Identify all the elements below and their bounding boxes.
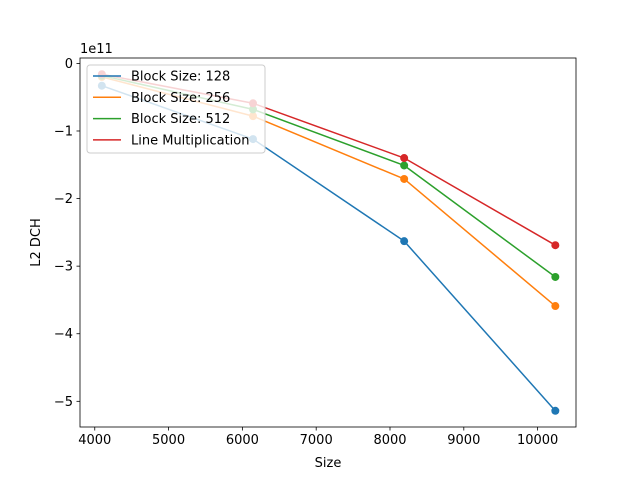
data-point (400, 237, 409, 246)
plot-frame (79, 57, 577, 428)
legend-label: Block Size: 256 (131, 91, 230, 106)
data-point (551, 272, 560, 281)
y-axis-label: L2 DCH (29, 218, 44, 267)
data-point (400, 154, 409, 163)
x-axis-label: Size (315, 456, 342, 471)
data-point (551, 302, 560, 311)
y-tick-label: −1 (54, 124, 73, 139)
x-tick-label: 7000 (300, 433, 333, 448)
y-tick-label: 0 (65, 57, 73, 72)
data-point (551, 406, 560, 415)
y-tick-label: −2 (54, 192, 73, 207)
legend-box (86, 64, 266, 154)
y-axis: 0 −1 −2 −3 −4 −5 (54, 57, 80, 410)
legend-label: Block Size: 512 (131, 112, 230, 127)
x-tick-label: 8000 (373, 433, 406, 448)
data-point (400, 161, 409, 170)
y-tick-label: −4 (54, 327, 73, 342)
y-tick-label: −5 (54, 395, 73, 410)
y-scale-offset-label: 1e11 (80, 42, 113, 57)
x-tick-label: 5000 (152, 433, 185, 448)
data-point (551, 241, 560, 250)
x-tick-label: 4000 (78, 433, 111, 448)
legend-label: Line Multiplication (131, 133, 250, 148)
y-tick-label: −3 (54, 260, 73, 275)
data-point (400, 174, 409, 183)
legend-label: Block Size: 128 (131, 70, 230, 85)
x-tick-label: 6000 (226, 433, 259, 448)
legend: Block Size: 128 Block Size: 256 Block Size… (86, 64, 266, 154)
x-axis: 4000 5000 6000 7000 8000 9000 10000 (78, 427, 558, 448)
x-tick-label: 9000 (447, 433, 480, 448)
x-tick-label: 10000 (517, 433, 558, 448)
